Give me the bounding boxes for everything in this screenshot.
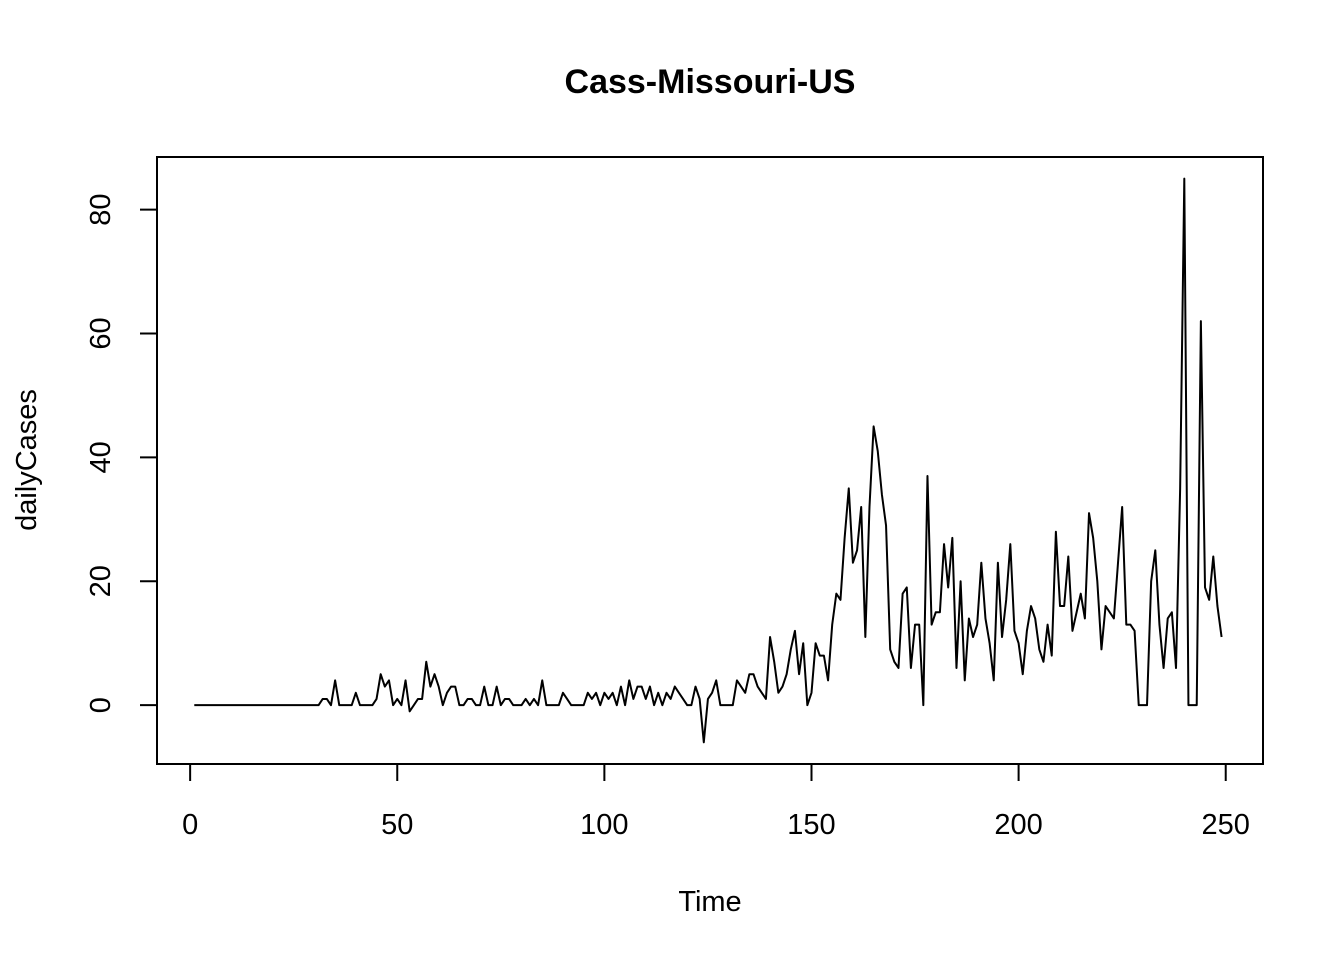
plot-frame bbox=[156, 156, 1264, 765]
series-layer bbox=[194, 177, 1223, 744]
y-tick-label: 20 bbox=[85, 565, 117, 597]
x-axis-label: Time bbox=[678, 886, 741, 918]
x-tick-label: 250 bbox=[1202, 809, 1250, 841]
y-tick-label: 40 bbox=[85, 441, 117, 473]
x-tick-label: 200 bbox=[994, 809, 1042, 841]
x-tick-label: 0 bbox=[182, 809, 198, 841]
y-axis: 0 20 40 60 80 bbox=[85, 194, 158, 713]
y-tick-label: 60 bbox=[85, 317, 117, 349]
series-line bbox=[194, 177, 1223, 744]
y-axis-label: dailyCases bbox=[11, 389, 43, 531]
x-tick-label: 100 bbox=[580, 809, 628, 841]
y-tick-label: 0 bbox=[85, 697, 117, 713]
x-axis: 0 50 100 150 200 250 bbox=[182, 763, 1250, 841]
x-tick-label: 50 bbox=[381, 809, 413, 841]
y-tick-label: 80 bbox=[85, 194, 117, 226]
x-tick-label: 150 bbox=[787, 809, 835, 841]
chart-title: Cass-Missouri-US bbox=[565, 63, 856, 101]
